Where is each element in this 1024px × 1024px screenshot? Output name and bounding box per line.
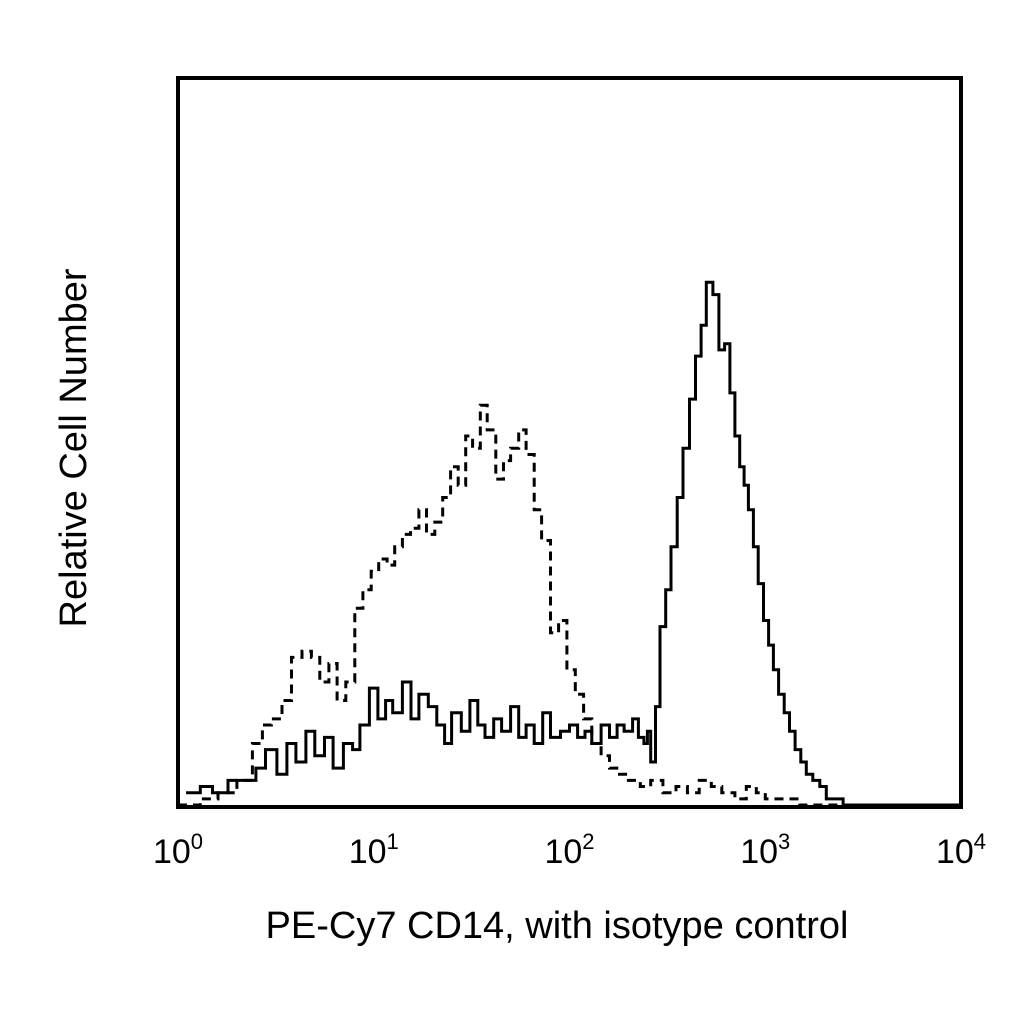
x-tick-label: 101 — [349, 829, 399, 871]
x-tick-label: 104 — [936, 829, 986, 871]
x-tick-layer: 100 101 102 103 104 — [153, 829, 986, 871]
x-tick-label: 102 — [544, 829, 594, 871]
series-layer — [178, 280, 961, 807]
x-tick-label: 100 — [153, 829, 203, 871]
cd14-series — [186, 280, 961, 807]
x-tick-label: 103 — [740, 829, 790, 871]
y-axis-label: Relative Cell Number — [53, 268, 95, 627]
x-axis-label: PE-Cy7 CD14, with isotype control — [266, 905, 849, 947]
plot-frame — [176, 76, 963, 809]
isotype-control-series — [178, 403, 961, 807]
